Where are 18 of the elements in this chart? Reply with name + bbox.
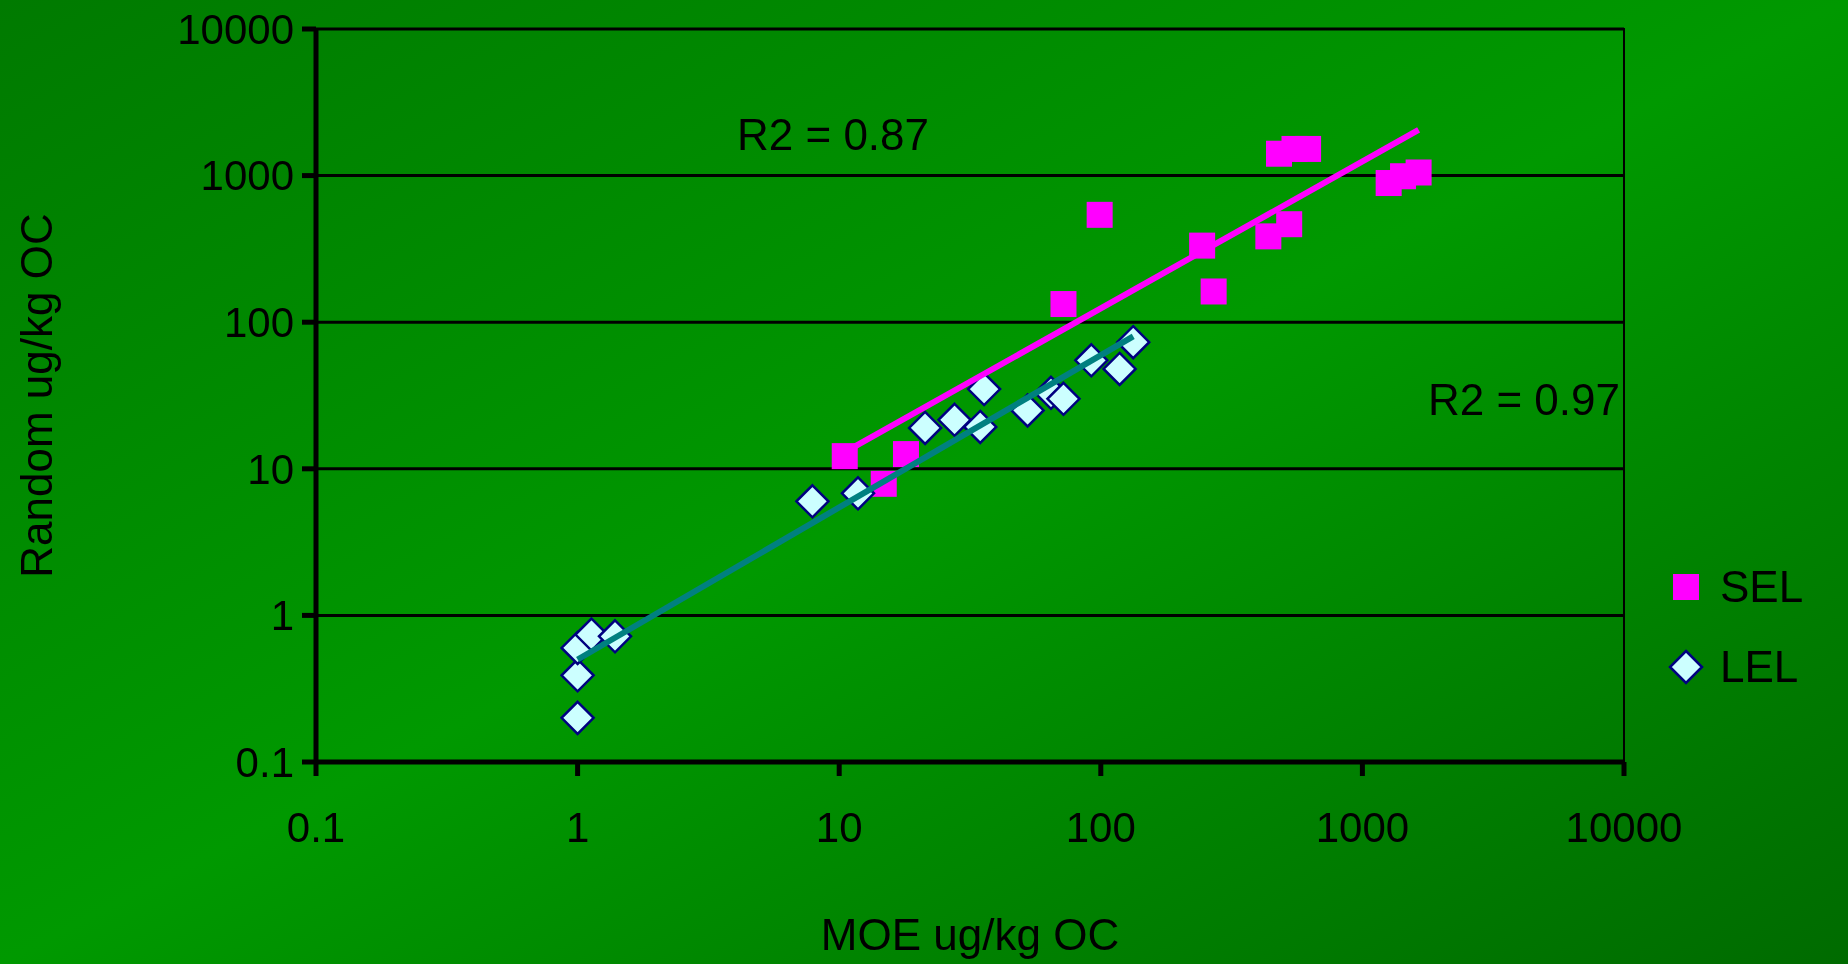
x-tick-label: 0.1 — [286, 804, 346, 851]
x-axis-title: MOE ug/kg OC — [820, 910, 1120, 959]
x-tick-label: 1 — [565, 804, 590, 851]
y-tick-label: 10 — [247, 445, 294, 493]
x-tick-label: 100 — [1065, 804, 1136, 851]
y-tick-label: 1000 — [200, 152, 294, 200]
annotation: R2 = 0.97 — [1427, 375, 1620, 424]
y-axis-title: Random ug/kg OC — [12, 213, 61, 578]
legend-label: SEL — [1720, 562, 1804, 612]
y-tick-label: 1 — [270, 592, 294, 640]
x-tick-label: 1000 — [1315, 804, 1410, 851]
annotation: R2 = 0.87 — [736, 110, 930, 159]
x-tick-label: 10 — [815, 804, 863, 851]
x-tick-label: 10000 — [1565, 804, 1683, 851]
y-tick-label: 0.1 — [235, 738, 294, 786]
legend-label: LEL — [1720, 642, 1799, 692]
y-tick-label: 100 — [223, 298, 294, 346]
y-tick-label: 10000 — [177, 5, 294, 53]
